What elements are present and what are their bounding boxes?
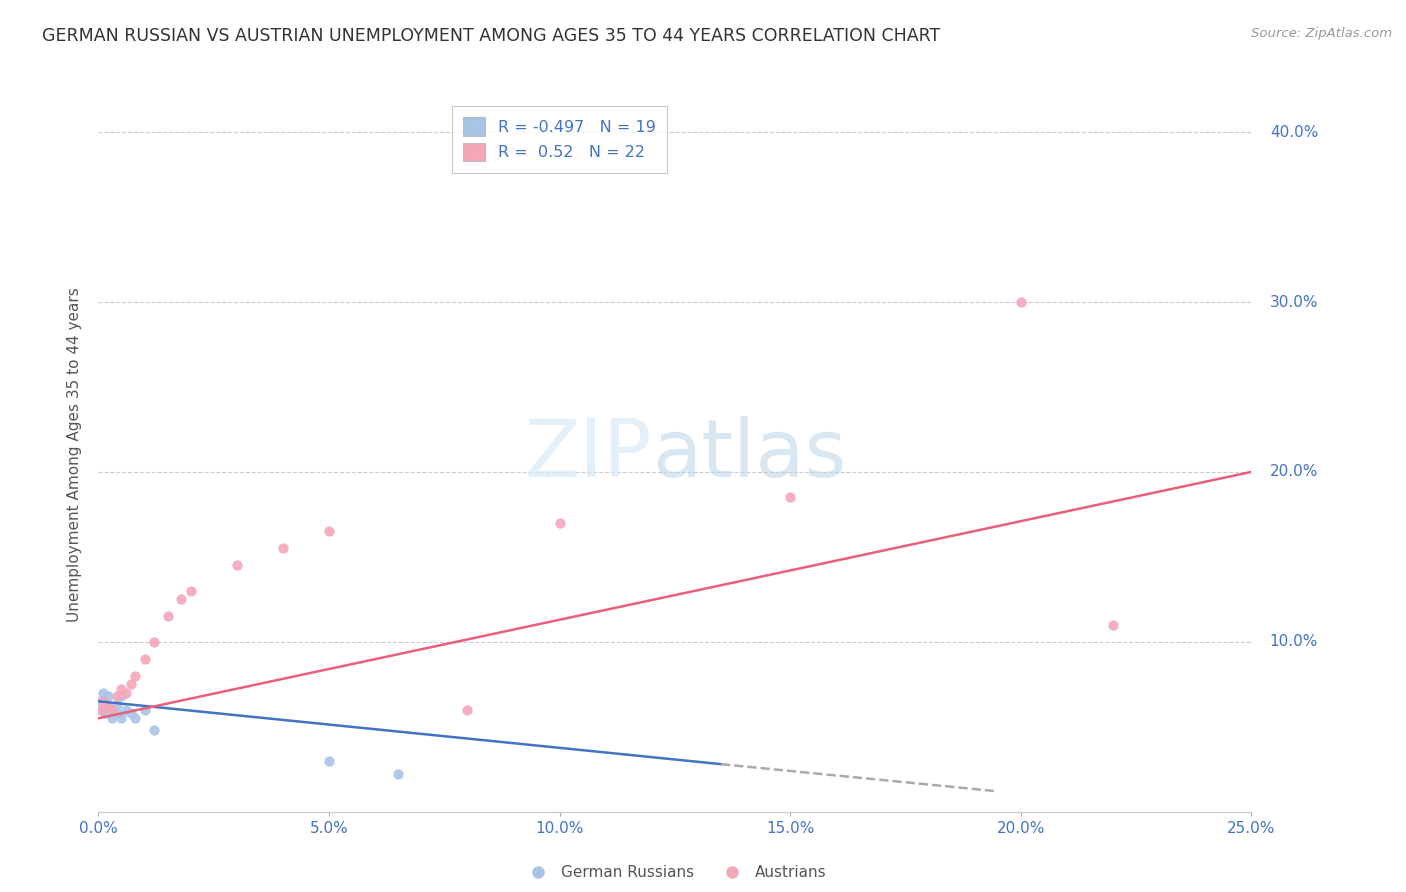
- Point: [97, 699, 120, 714]
- Point: [90, 694, 112, 708]
- Point: [115, 686, 138, 700]
- Text: 40.0%: 40.0%: [1270, 125, 1319, 140]
- Point: [1102, 617, 1125, 632]
- Text: ZIP: ZIP: [524, 416, 652, 494]
- Point: [120, 706, 142, 721]
- Point: [110, 711, 132, 725]
- Point: [91, 703, 114, 717]
- Point: [779, 491, 801, 505]
- Point: [225, 558, 247, 573]
- Point: [134, 703, 156, 717]
- Point: [110, 689, 132, 703]
- Point: [97, 689, 120, 703]
- Text: 20.0%: 20.0%: [1270, 465, 1319, 479]
- Point: [548, 516, 571, 530]
- Text: GERMAN RUSSIAN VS AUSTRIAN UNEMPLOYMENT AMONG AGES 35 TO 44 YEARS CORRELATION CH: GERMAN RUSSIAN VS AUSTRIAN UNEMPLOYMENT …: [42, 27, 941, 45]
- Point: [142, 723, 165, 738]
- Point: [97, 699, 120, 714]
- Point: [180, 583, 202, 598]
- Point: [105, 706, 128, 721]
- Point: [170, 592, 193, 607]
- Text: 30.0%: 30.0%: [1270, 294, 1319, 310]
- Point: [120, 677, 142, 691]
- Point: [124, 711, 146, 725]
- Legend: German Russians, Austrians: German Russians, Austrians: [517, 859, 832, 886]
- Point: [91, 686, 114, 700]
- Point: [115, 703, 138, 717]
- Point: [105, 698, 128, 712]
- Point: [110, 682, 132, 697]
- Point: [387, 767, 409, 781]
- Y-axis label: Unemployment Among Ages 35 to 44 years: Unemployment Among Ages 35 to 44 years: [67, 287, 83, 623]
- Point: [101, 703, 124, 717]
- Point: [156, 609, 179, 624]
- Point: [271, 541, 294, 556]
- Point: [1010, 295, 1032, 310]
- Point: [142, 635, 165, 649]
- Text: 10.0%: 10.0%: [1270, 634, 1319, 649]
- Point: [456, 703, 478, 717]
- Point: [101, 711, 124, 725]
- Text: atlas: atlas: [652, 416, 846, 494]
- Point: [124, 669, 146, 683]
- Point: [90, 703, 112, 717]
- Point: [101, 703, 124, 717]
- Point: [94, 706, 117, 721]
- Point: [134, 652, 156, 666]
- Point: [105, 689, 128, 703]
- Point: [91, 694, 114, 708]
- Point: [318, 754, 340, 768]
- Point: [318, 524, 340, 539]
- Text: Source: ZipAtlas.com: Source: ZipAtlas.com: [1251, 27, 1392, 40]
